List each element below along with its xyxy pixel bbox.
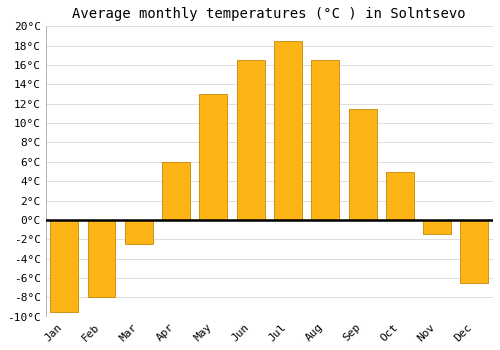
Bar [386, 172, 414, 220]
Bar [236, 60, 264, 220]
Bar [88, 220, 116, 298]
Bar [274, 41, 302, 220]
Bar [50, 220, 78, 312]
Bar [312, 60, 339, 220]
Bar [200, 94, 228, 220]
Bar [423, 220, 451, 235]
Title: Average monthly temperatures (°C ) in Solntsevo: Average monthly temperatures (°C ) in So… [72, 7, 466, 21]
Bar [125, 220, 153, 244]
Bar [162, 162, 190, 220]
Bar [348, 108, 376, 220]
Bar [460, 220, 488, 283]
